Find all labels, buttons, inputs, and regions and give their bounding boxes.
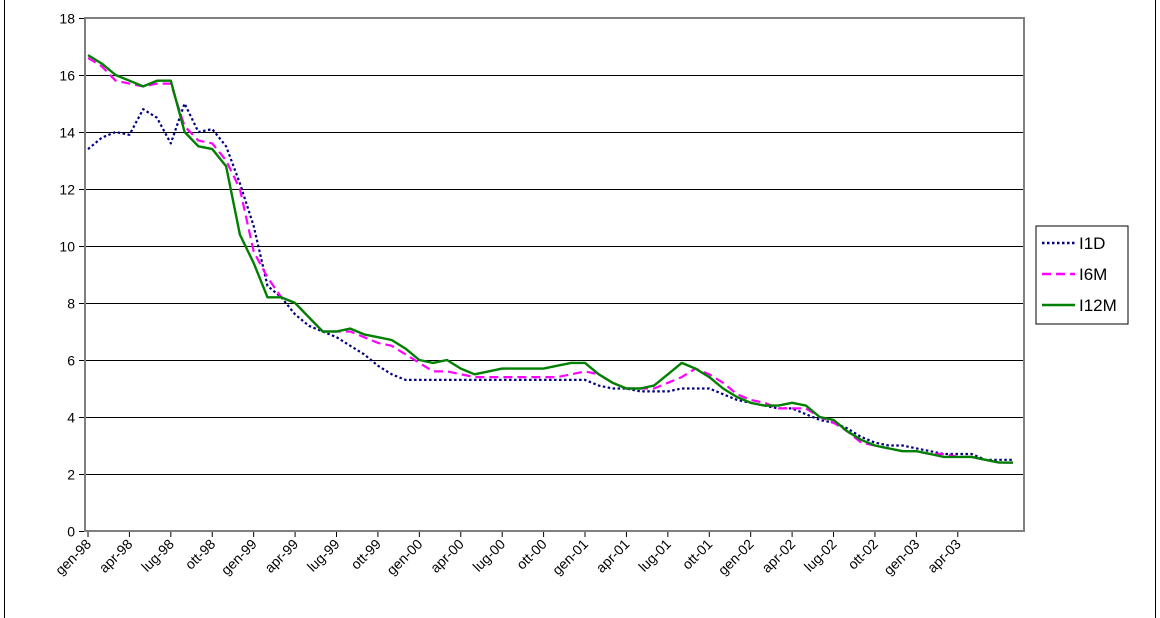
y-tick-label: 18 [59,11,75,27]
y-tick-label: 8 [67,296,75,312]
grid-lines [85,75,1024,475]
x-tick-label: gen-98 [52,536,94,578]
y-axis: 0 2 4 6 8 10 12 14 16 18 [59,11,86,540]
legend-box [1035,225,1129,325]
x-axis: gen-98 apr-98 lug-98 ott-98 gen-99 apr-99 lug-… [52,530,1024,578]
y-tick-label: 6 [67,353,75,369]
x-tick-label: ott-00 [513,536,550,573]
x-tick-label: ott-99 [347,536,384,573]
x-tick-label: ott-02 [844,536,881,573]
legend: I1D I6M I12M [1035,225,1129,325]
x-tick-label: gen-00 [383,536,425,578]
x-tick-label: lug-00 [469,536,508,575]
legend-label-i12m: I12M [1079,296,1117,315]
x-tick-label: apr-98 [96,536,136,576]
x-tick-label: lug-99 [304,536,343,575]
y-tick-label: 12 [59,182,75,198]
y-tick-label: 4 [67,410,75,426]
x-tick-label: ott-01 [679,536,716,573]
series-line-i1d [87,102,1013,461]
x-tick-label: lug-02 [801,536,840,575]
x-tick-label: apr-00 [427,536,467,576]
x-tick-label: gen-02 [715,536,757,578]
x-tick-label: lug-01 [635,536,674,575]
x-tick-label: gen-99 [218,536,260,578]
x-tick-label: apr-02 [758,536,798,576]
legend-label-i1d: I1D [1079,234,1105,253]
y-tick-label: 14 [59,125,75,141]
x-tick-label: apr-99 [261,536,301,576]
y-tick-label: 16 [59,68,75,84]
y-tick-label: 10 [59,239,75,255]
series-line-i6m [87,56,1013,464]
plot-area [85,18,1024,531]
series-line-i12m [87,54,1013,464]
plot-area-border [84,17,1025,532]
x-tick-label: gen-03 [880,536,922,578]
x-tick-label: lug-98 [138,536,177,575]
x-tick-label: ott-98 [182,536,219,573]
x-tick-label: gen-01 [549,536,591,578]
y-tick-label: 0 [67,524,75,540]
series-lines [87,54,1013,464]
y-tick-label: 2 [67,467,75,483]
legend-label-i6m: I6M [1079,265,1107,284]
x-tick-label: apr-03 [924,536,964,576]
x-tick-label: apr-01 [593,536,633,576]
